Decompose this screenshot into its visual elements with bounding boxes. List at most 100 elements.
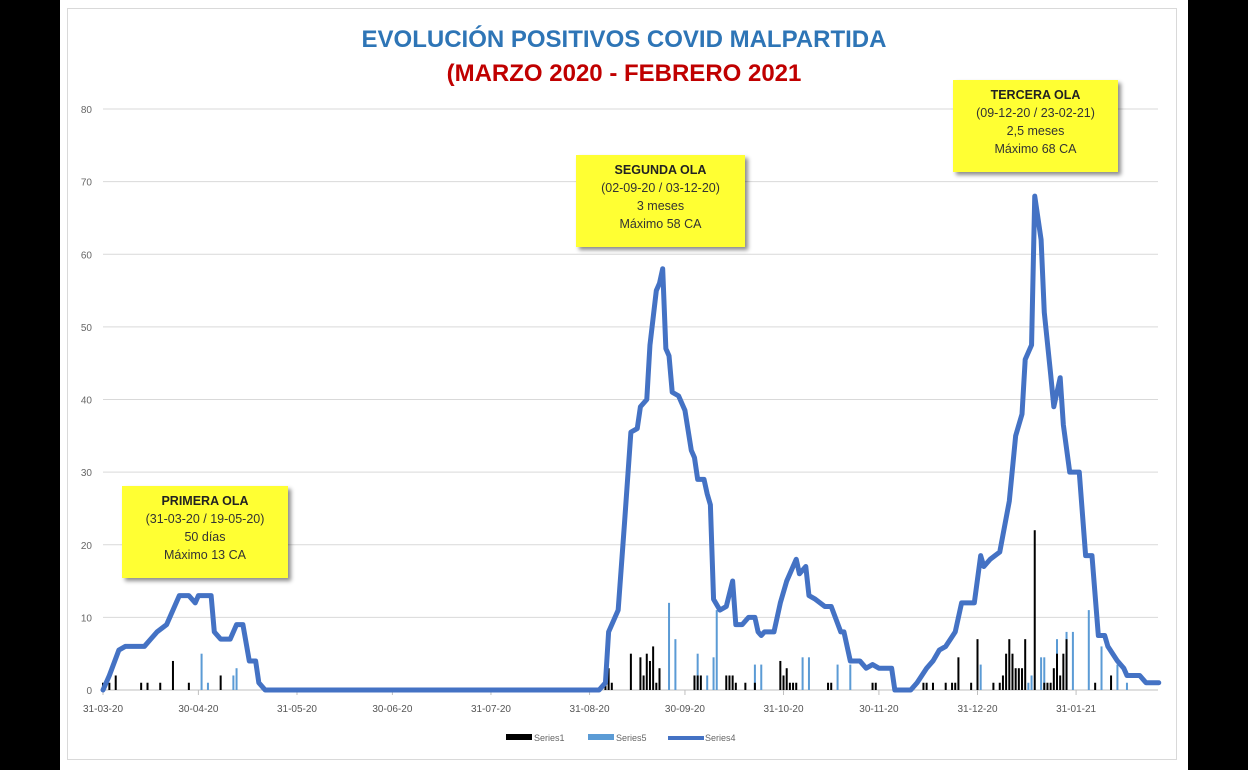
bar-series1 bbox=[744, 682, 747, 690]
x-tick-label: 30-11-20 bbox=[859, 704, 899, 715]
bar-series1 bbox=[140, 682, 143, 690]
bar-series5 bbox=[674, 639, 677, 690]
bar-series1 bbox=[951, 682, 954, 690]
bar-series1 bbox=[645, 653, 648, 690]
bar-series1 bbox=[728, 675, 731, 690]
bar-series1 bbox=[795, 682, 798, 690]
bar-series5 bbox=[760, 664, 763, 690]
bar-series1 bbox=[1011, 653, 1014, 690]
bar-series5 bbox=[235, 668, 238, 690]
bar-series5 bbox=[979, 664, 982, 690]
bar-series5 bbox=[753, 664, 756, 690]
bar-series1 bbox=[970, 682, 973, 690]
bar-series5 bbox=[668, 602, 671, 690]
annotation-max: Máximo 58 CA bbox=[619, 217, 702, 231]
line-series4 bbox=[100, 193, 1162, 693]
bar-series1 bbox=[114, 675, 117, 690]
bar-series1 bbox=[219, 675, 222, 690]
x-tick-label: 30-06-20 bbox=[372, 704, 412, 715]
bar-series1 bbox=[931, 682, 934, 690]
bar-series1 bbox=[922, 682, 925, 690]
y-tick-label: 20 bbox=[81, 541, 93, 552]
bar-series1 bbox=[655, 682, 658, 690]
annotation-segunda-ola: SEGUNDA OLA (02-09-20 / 03-12-20) 3 mese… bbox=[576, 155, 745, 247]
annotation-tercera-ola: TERCERA OLA (09-12-20 / 23-02-21) 2,5 me… bbox=[953, 80, 1118, 172]
bar-series1 bbox=[830, 682, 833, 690]
annotation-title: SEGUNDA OLA bbox=[614, 163, 707, 177]
bar-series1 bbox=[629, 653, 632, 690]
chart-subtitle: (MARZO 2020 - FEBRERO 2021 bbox=[446, 60, 802, 87]
annotation-duration: 50 días bbox=[184, 530, 226, 544]
bar-series1 bbox=[1056, 653, 1058, 690]
bar-series1 bbox=[607, 668, 610, 690]
bar-series1 bbox=[171, 660, 174, 690]
annotation-range: (09-12-20 / 23-02-21) bbox=[976, 106, 1095, 120]
annotation-title: TERCERA OLA bbox=[990, 88, 1081, 102]
bar-series1 bbox=[792, 682, 795, 690]
x-tick-label: 31-05-20 bbox=[277, 704, 317, 715]
bar-series1 bbox=[642, 675, 645, 690]
bar-series1 bbox=[159, 682, 162, 690]
bar-series1 bbox=[648, 660, 651, 690]
bar-series1 bbox=[1001, 675, 1004, 690]
bar-series1 bbox=[1046, 682, 1049, 690]
x-tick-label: 31-01-21 bbox=[1056, 704, 1096, 715]
bar-series5 bbox=[1043, 657, 1046, 690]
bar-series5 bbox=[1116, 664, 1119, 690]
bar-series1 bbox=[998, 682, 1001, 690]
bar-series5 bbox=[232, 675, 235, 690]
x-tick-label: 31-03-20 bbox=[83, 704, 123, 715]
bar-series1 bbox=[1005, 653, 1008, 690]
bar-series1 bbox=[874, 682, 877, 690]
bar-series5 bbox=[1125, 682, 1128, 690]
bar-series1 bbox=[1024, 639, 1027, 690]
bar-series5 bbox=[1027, 682, 1030, 690]
bar-series1 bbox=[1043, 682, 1046, 690]
legend-swatch bbox=[506, 734, 532, 740]
x-tick-label: 31-08-20 bbox=[570, 704, 610, 715]
annotation-max: Máximo 68 CA bbox=[994, 142, 1077, 156]
annotation-title: PRIMERA OLA bbox=[161, 494, 249, 508]
bar-series5 bbox=[206, 682, 209, 690]
bar-series1 bbox=[871, 682, 874, 690]
chart-frame bbox=[67, 8, 1177, 760]
x-tick-label: 30-09-20 bbox=[665, 704, 705, 715]
bar-series1 bbox=[1049, 682, 1052, 690]
bar-series1 bbox=[944, 682, 947, 690]
bar-series1 bbox=[1033, 530, 1036, 690]
x-tick-label: 31-07-20 bbox=[471, 704, 511, 715]
bar-series1 bbox=[187, 682, 190, 690]
annotation-duration: 2,5 meses bbox=[1006, 124, 1065, 138]
bar-series1 bbox=[1094, 682, 1097, 690]
annotation-primera-ola: PRIMERA OLA (31-03-20 / 19-05-20) 50 día… bbox=[122, 486, 288, 578]
bar-series5 bbox=[696, 653, 699, 690]
annotation-max: Máximo 13 CA bbox=[164, 548, 246, 562]
bar-series1 bbox=[753, 682, 756, 690]
bar-series1 bbox=[1014, 668, 1017, 690]
bar-series1 bbox=[925, 682, 928, 690]
bar-series1 bbox=[1059, 675, 1062, 690]
legend-swatch bbox=[588, 734, 614, 740]
bar-series1 bbox=[652, 646, 655, 690]
x-tick-label: 30-04-20 bbox=[178, 704, 218, 715]
bar-series1 bbox=[725, 675, 728, 690]
bar-series1 bbox=[734, 682, 737, 690]
bar-series1 bbox=[699, 675, 702, 690]
bar-series1 bbox=[1008, 639, 1011, 690]
y-tick-label: 50 bbox=[81, 323, 93, 334]
bar-series5 bbox=[200, 653, 203, 690]
bar-series1 bbox=[1062, 653, 1065, 690]
bar-series5 bbox=[807, 657, 810, 690]
bar-series1 bbox=[146, 682, 149, 690]
bar-series1 bbox=[827, 682, 830, 690]
chart-title: EVOLUCIÓN POSITIVOS COVID MALPARTIDA bbox=[361, 26, 887, 53]
bar-series1 bbox=[992, 682, 995, 690]
bar-series1 bbox=[1021, 668, 1024, 690]
bar-series1 bbox=[1052, 668, 1055, 690]
annotation-duration: 3 meses bbox=[636, 199, 685, 213]
bar-series5 bbox=[715, 610, 718, 690]
x-tick-label: 31-10-20 bbox=[764, 704, 804, 715]
legend-label: Series1 bbox=[534, 733, 565, 743]
bar-series5 bbox=[1030, 675, 1033, 690]
